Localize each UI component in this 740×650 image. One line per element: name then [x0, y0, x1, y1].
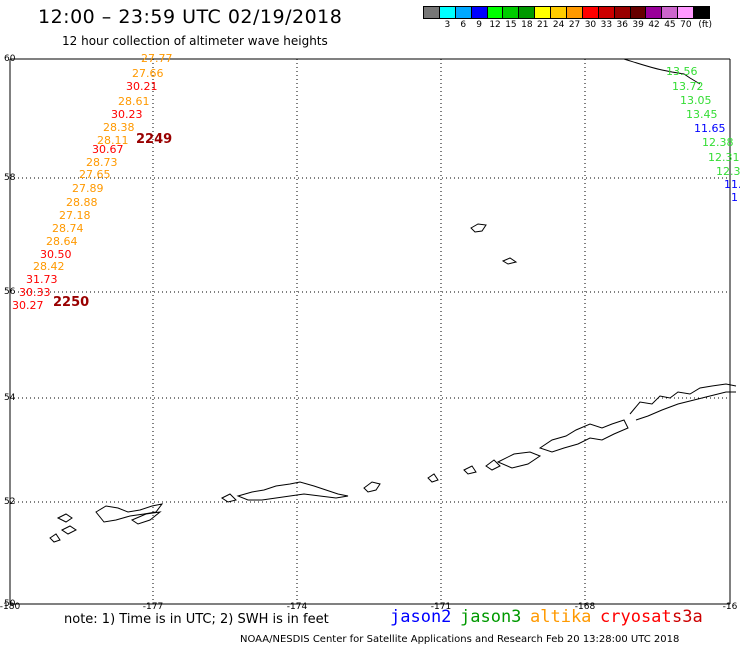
wave-height-value: 28.61	[118, 95, 150, 108]
wave-height-value: 30.23	[111, 108, 143, 121]
wave-height-value: 13.56	[666, 65, 698, 78]
wave-height-value: 28.64	[46, 235, 78, 248]
latitude-label: 50	[4, 599, 16, 609]
satellite-name: cryosat	[600, 607, 672, 627]
wave-height-value: 13.72	[672, 80, 704, 93]
page-subtitle: 12 hour collection of altimeter wave hei…	[62, 34, 328, 48]
wave-height-value: 27.65	[79, 168, 111, 181]
note-text: note: 1) Time is in UTC; 2) SWH is in fe…	[64, 612, 329, 627]
coastline-alaska	[623, 58, 701, 85]
page-title: 12:00 – 23:59 UTC 02/19/2018	[38, 6, 343, 28]
wave-height-value: 30.50	[40, 248, 72, 261]
legend-swatches	[423, 6, 711, 19]
wave-height-value: 28.11	[97, 134, 129, 147]
latitude-label: 60	[4, 54, 16, 64]
coastline-islets-a	[485, 459, 501, 471]
longitude-label: -174	[286, 602, 308, 612]
coastline-rat-islands	[95, 503, 164, 523]
wave-height-value: 30.27	[12, 299, 44, 312]
coastline-atka	[363, 481, 381, 493]
legend-label: 24	[552, 20, 565, 30]
legend-label: 6	[460, 20, 467, 30]
coastline-islets-b	[463, 465, 477, 475]
wave-height-value: 30.33	[19, 286, 51, 299]
coastline-peninsula	[629, 383, 737, 415]
longitude-label: -168	[574, 602, 596, 612]
wave-height-value: 27.77	[141, 52, 173, 65]
satellite-name: jason3	[460, 607, 522, 627]
wave-height-value: 12.3	[716, 165, 740, 178]
longitude-label: -171	[430, 602, 452, 612]
coastline-st-paul	[470, 223, 487, 233]
wave-height-value: 12.31	[708, 151, 740, 164]
wave-height-value: 11.	[724, 178, 740, 191]
legend-unit: (ft)	[698, 20, 712, 30]
satellite-name: jason2	[390, 607, 452, 627]
wave-height-value: 12.38	[702, 136, 734, 149]
coastline-attu	[56, 513, 73, 523]
satellite-name: altika	[530, 607, 592, 627]
wave-height-legend: 3 6 9 12 15 18 21 24 27 30 33 36 39 42 45 70 (ft)	[423, 6, 712, 31]
wave-height-value: 30.21	[126, 80, 158, 93]
wave-height-value: 28.74	[52, 222, 84, 235]
wave-height-value: 28.73	[86, 156, 118, 169]
legend-label: 21	[537, 20, 549, 30]
coastline-umnak	[496, 451, 542, 469]
coastline-four-mountains	[427, 473, 439, 483]
coastline-unalaska	[538, 419, 629, 453]
wave-height-value: 27.66	[132, 67, 164, 80]
wave-height-value: 13.45	[686, 108, 718, 121]
coastline-andreanof	[236, 481, 349, 501]
track-time-label: 2249	[136, 132, 173, 147]
wave-height-value: 11.65	[694, 122, 726, 135]
wave-height-value: 27.89	[72, 182, 104, 195]
latitude-label: 56	[4, 287, 16, 297]
coastline	[49, 58, 737, 543]
track-time-label: 2250	[53, 295, 90, 310]
coastline-semichi	[49, 533, 61, 543]
legend-swatch	[693, 6, 711, 19]
coastline-peninsula-south	[635, 391, 736, 421]
legend-labels: 3 6 9 12 15 18 21 24 27 30 33 36 39 42 45 70 (ft)	[423, 19, 712, 31]
legend-label: 9	[476, 20, 483, 30]
satellite-name: s3a	[672, 607, 703, 627]
wave-height-value: 13.05	[680, 94, 712, 107]
wave-height-value: 1	[731, 191, 738, 204]
wave-height-value: 28.38	[103, 121, 135, 134]
legend-label: 30	[584, 20, 597, 30]
legend-label: 42	[648, 20, 660, 30]
legend-label: 70	[680, 20, 692, 30]
wave-height-value: 28.88	[66, 196, 98, 209]
coastline-agattu	[61, 525, 77, 535]
wave-height-value: 28.42	[33, 260, 65, 273]
wave-height-value: 31.73	[26, 273, 58, 286]
wave-height-value: 27.18	[59, 209, 91, 222]
latitude-label: 54	[4, 393, 16, 403]
legend-label: 12	[489, 20, 501, 30]
longitude-label: -177	[142, 602, 164, 612]
coastline-st-george	[501, 257, 518, 265]
latitude-label: 52	[4, 497, 16, 507]
coastline-amchitka	[130, 511, 162, 525]
legend-label: 39	[632, 20, 644, 30]
lat-lon-grid	[9, 58, 731, 605]
legend-label: 27	[568, 20, 581, 30]
legend-label: 3	[444, 20, 451, 30]
latitude-label: 58	[4, 173, 16, 183]
wave-height-value: 30.67	[92, 143, 124, 156]
longitude-label: -16	[722, 602, 738, 612]
legend-label: 36	[616, 20, 628, 30]
legend-label: 45	[664, 20, 676, 30]
legend-label: 18	[521, 20, 533, 30]
legend-label: 15	[505, 20, 517, 30]
coastline-adak	[221, 493, 237, 503]
footer-credit: NOAA/NESDIS Center for Satellite Applica…	[240, 634, 680, 645]
longitude-label: -180	[0, 602, 21, 612]
legend-label: 33	[600, 20, 613, 30]
